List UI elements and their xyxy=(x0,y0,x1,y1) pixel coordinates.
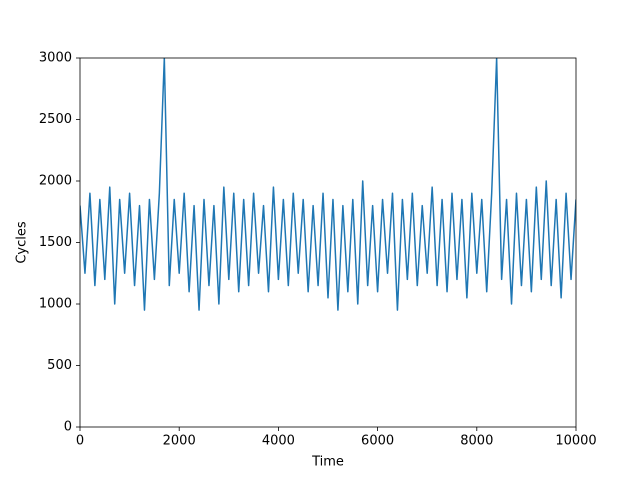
x-tick-label: 2000 xyxy=(163,434,196,449)
y-tick-label: 500 xyxy=(47,358,72,373)
y-axis-label: Cycles xyxy=(15,221,30,264)
x-axis-label: Time xyxy=(311,455,344,470)
y-tick-label: 1500 xyxy=(39,235,72,250)
y-tick-label: 1000 xyxy=(39,297,72,312)
data-line xyxy=(80,58,576,311)
y-tick-label: 3000 xyxy=(39,51,72,66)
plot-frame xyxy=(79,57,577,428)
x-tick-label: 10000 xyxy=(555,434,596,449)
y-tick-label: 2000 xyxy=(39,174,72,189)
x-tick-label: 0 xyxy=(76,434,84,449)
y-tick-label: 2500 xyxy=(39,112,72,127)
x-tick-label: 4000 xyxy=(262,434,295,449)
x-tick-label: 6000 xyxy=(361,434,394,449)
x-tick-label: 8000 xyxy=(460,434,493,449)
y-tick-label: 0 xyxy=(64,420,72,435)
